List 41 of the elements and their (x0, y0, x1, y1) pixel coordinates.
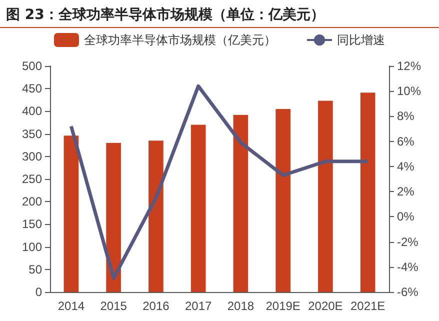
bar (148, 140, 164, 292)
x-tick-label: 2014 (58, 299, 85, 313)
y2-tick-label: 6% (397, 134, 415, 148)
y-tick-label: 50 (28, 262, 42, 276)
y-tick-label: 250 (22, 172, 42, 186)
line-series (69, 84, 370, 280)
x-tick-label: 2020E (308, 299, 343, 313)
y2-tick-label: -4% (397, 260, 419, 274)
y-tick-label: 200 (22, 194, 42, 209)
x-tick-label: 2018 (227, 299, 254, 313)
y-tick-label: 100 (22, 240, 42, 254)
x-tick-label: 2017 (184, 299, 212, 313)
chart-title: 图 23：全球功率半导体市场规模（单位：亿美元） (0, 0, 439, 28)
y2-tick-label: 0% (397, 210, 415, 224)
legend-label: 同比增速 (337, 33, 385, 47)
y-tick-label: 300 (22, 149, 42, 164)
y-tick-label: 400 (22, 104, 42, 118)
y2-tick-label: 2% (397, 184, 415, 199)
x-tick-label: 2015 (100, 299, 128, 313)
y-tick-label: 450 (22, 82, 42, 96)
x-tick-label: 2016 (142, 299, 170, 313)
y-tick-label: 350 (22, 126, 42, 141)
y-tick-label: 500 (22, 59, 42, 73)
y2-tick-label: 10% (397, 84, 422, 98)
bar (318, 100, 333, 292)
y2-tick-label: 8% (397, 109, 415, 124)
x-tick-label: 2019E (266, 299, 300, 313)
bar (64, 136, 79, 292)
bar (106, 142, 121, 292)
y-tick-label: 0 (35, 285, 42, 299)
bar (233, 114, 248, 292)
y2-tick-label: -2% (397, 234, 419, 249)
bar (190, 124, 206, 292)
y2-tick-label: -6% (397, 285, 419, 299)
bar (360, 92, 376, 292)
y-tick-label: 150 (22, 217, 42, 232)
x-tick-label: 2021E (350, 299, 386, 313)
y2-tick-label: 4% (397, 159, 415, 174)
y2-tick-label: 12% (397, 59, 422, 73)
legend-label: 全球功率半导体市场规模（亿美元） (84, 33, 276, 47)
bar (276, 108, 290, 292)
